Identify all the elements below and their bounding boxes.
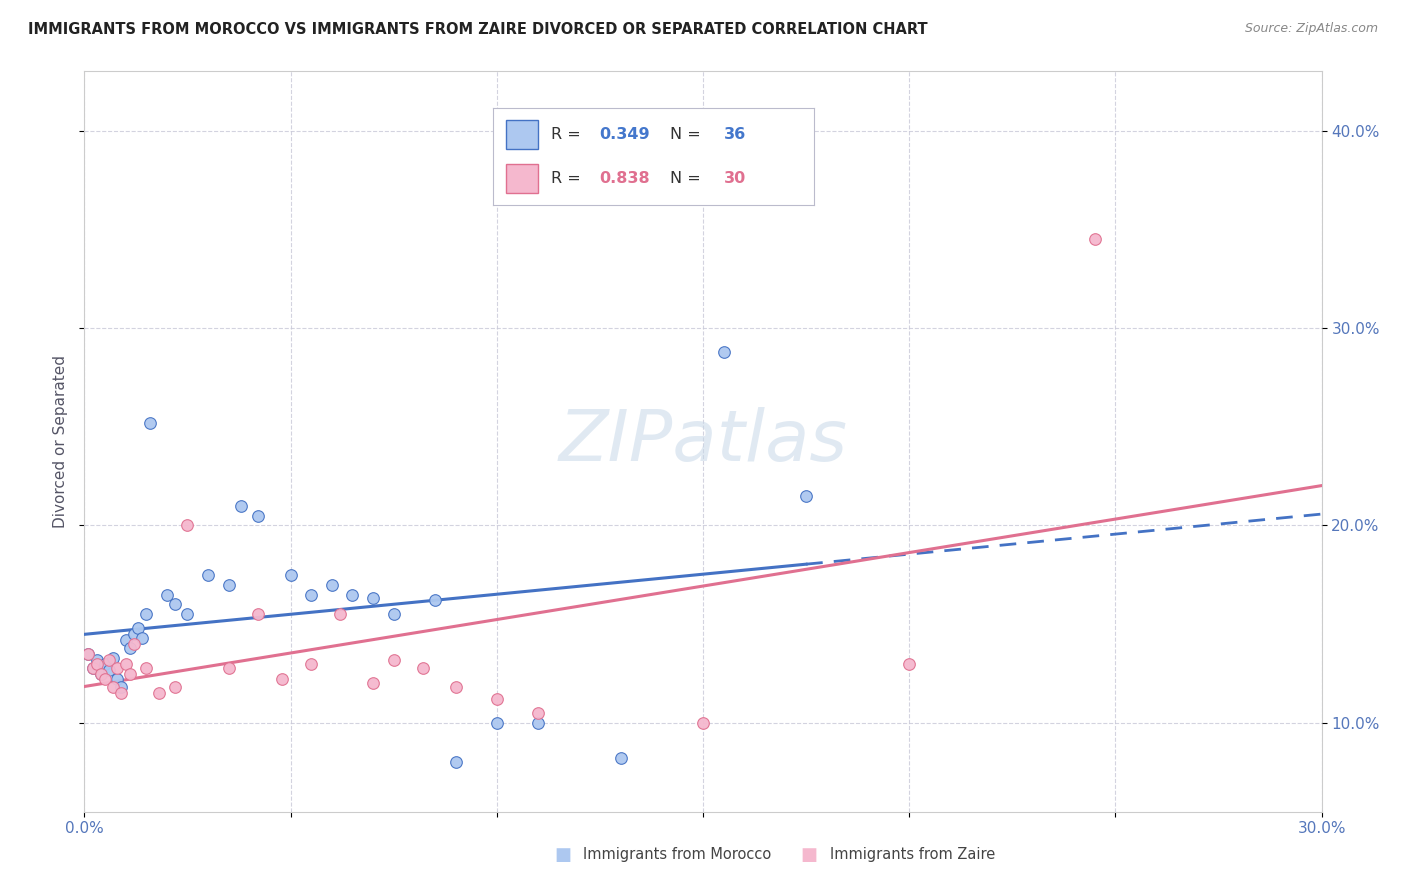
Point bbox=[692, 715, 714, 730]
Point bbox=[794, 489, 817, 503]
Point bbox=[176, 607, 198, 622]
Point bbox=[382, 607, 405, 622]
Point bbox=[86, 657, 108, 671]
Point bbox=[713, 344, 735, 359]
Point bbox=[423, 593, 446, 607]
Text: IMMIGRANTS FROM MOROCCO VS IMMIGRANTS FROM ZAIRE DIVORCED OR SEPARATED CORRELATI: IMMIGRANTS FROM MOROCCO VS IMMIGRANTS FR… bbox=[28, 22, 928, 37]
Point bbox=[114, 657, 136, 671]
Point bbox=[127, 621, 149, 635]
Y-axis label: Divorced or Separated: Divorced or Separated bbox=[53, 355, 69, 528]
Point bbox=[77, 647, 100, 661]
Point bbox=[90, 666, 112, 681]
Point bbox=[527, 715, 550, 730]
Point bbox=[110, 681, 132, 695]
Point bbox=[382, 653, 405, 667]
Point bbox=[156, 588, 179, 602]
Point bbox=[329, 607, 352, 622]
Point bbox=[342, 588, 364, 602]
Point bbox=[122, 627, 145, 641]
Point bbox=[103, 681, 125, 695]
Point bbox=[246, 607, 269, 622]
Point bbox=[485, 692, 508, 706]
Point bbox=[118, 666, 141, 681]
Point bbox=[82, 660, 104, 674]
Point bbox=[527, 706, 550, 720]
Point bbox=[485, 715, 508, 730]
Point bbox=[94, 657, 117, 671]
Point bbox=[122, 637, 145, 651]
Text: Source: ZipAtlas.com: Source: ZipAtlas.com bbox=[1244, 22, 1378, 36]
Point bbox=[246, 508, 269, 523]
Point bbox=[444, 756, 467, 770]
Text: Immigrants from Morocco: Immigrants from Morocco bbox=[583, 847, 772, 862]
Point bbox=[90, 666, 112, 681]
Point bbox=[114, 632, 136, 647]
Point bbox=[299, 657, 322, 671]
Point bbox=[898, 657, 921, 671]
Point bbox=[321, 577, 343, 591]
Text: ZIPatlas: ZIPatlas bbox=[558, 407, 848, 476]
Point bbox=[361, 591, 384, 606]
Point bbox=[176, 518, 198, 533]
Point bbox=[1084, 232, 1107, 246]
Point bbox=[361, 676, 384, 690]
Point bbox=[77, 647, 100, 661]
Point bbox=[98, 663, 121, 677]
Point bbox=[280, 567, 302, 582]
Point bbox=[82, 660, 104, 674]
Point bbox=[135, 660, 157, 674]
Point bbox=[165, 681, 187, 695]
Point bbox=[105, 660, 128, 674]
Point bbox=[218, 660, 240, 674]
Point bbox=[105, 673, 128, 687]
Point bbox=[412, 660, 434, 674]
Point bbox=[94, 673, 117, 687]
Point bbox=[148, 686, 170, 700]
Point bbox=[118, 640, 141, 655]
Point bbox=[271, 673, 294, 687]
Point bbox=[98, 653, 121, 667]
Text: Immigrants from Zaire: Immigrants from Zaire bbox=[830, 847, 995, 862]
Point bbox=[229, 499, 252, 513]
Point bbox=[299, 588, 322, 602]
Point bbox=[165, 598, 187, 612]
Point bbox=[218, 577, 240, 591]
Point bbox=[131, 631, 153, 645]
Point bbox=[103, 650, 125, 665]
Text: ■: ■ bbox=[554, 846, 571, 863]
Text: ■: ■ bbox=[800, 846, 817, 863]
Point bbox=[197, 567, 219, 582]
Point bbox=[444, 681, 467, 695]
Point bbox=[110, 686, 132, 700]
Point bbox=[609, 751, 631, 765]
Point bbox=[135, 607, 157, 622]
Point bbox=[139, 416, 162, 430]
Point bbox=[86, 653, 108, 667]
